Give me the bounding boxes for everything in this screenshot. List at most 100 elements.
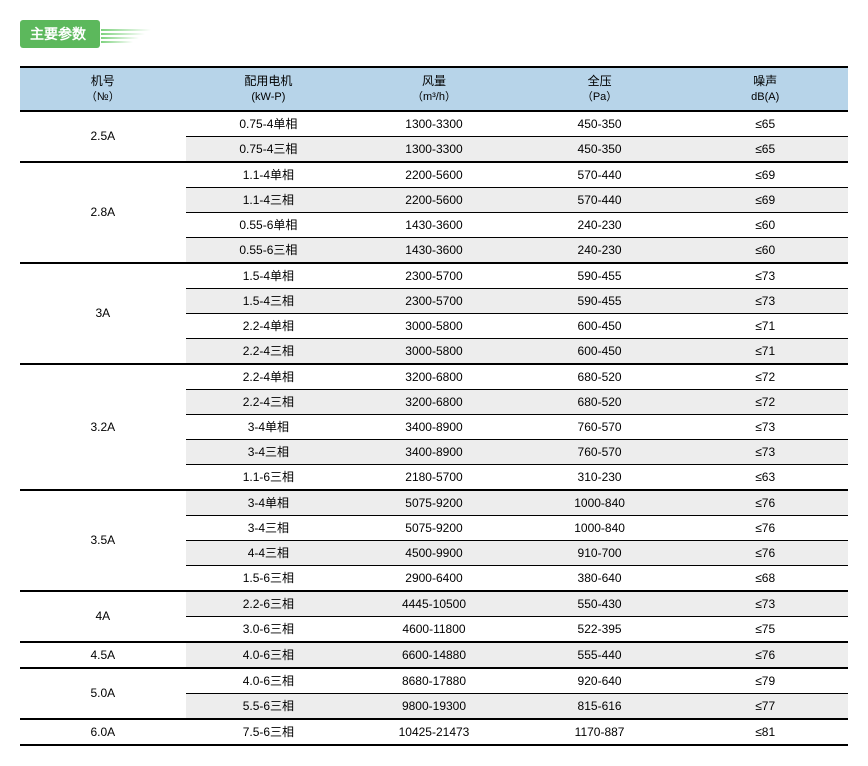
noise-cell: ≤75 (682, 616, 848, 642)
model-cell: 3.2A (20, 364, 186, 490)
model-cell: 4.5A (20, 642, 186, 668)
noise-cell: ≤73 (682, 591, 848, 617)
model-cell: 6.0A (20, 719, 186, 745)
col-header-2: 风量（m³/h） (351, 67, 517, 111)
table-row: 4.5A4.0-6三相6600-14880555-440≤76 (20, 642, 848, 668)
noise-cell: ≤69 (682, 162, 848, 188)
motor-cell: 7.5-6三相 (186, 719, 352, 745)
airflow-cell: 4500-9900 (351, 540, 517, 565)
col-header-4: 噪声dB(A) (682, 67, 848, 111)
airflow-cell: 3200-6800 (351, 364, 517, 390)
airflow-cell: 2300-5700 (351, 288, 517, 313)
table-row: 2.5A0.75-4单相1300-3300450-350≤65 (20, 111, 848, 137)
motor-cell: 3-4三相 (186, 515, 352, 540)
noise-cell: ≤73 (682, 263, 848, 289)
table-row: 3.5A3-4单相5075-92001000-840≤76 (20, 490, 848, 516)
pressure-cell: 680-520 (517, 364, 683, 390)
table-row: 5.0A4.0-6三相8680-17880920-640≤79 (20, 668, 848, 694)
model-cell: 2.8A (20, 162, 186, 263)
model-cell: 3.5A (20, 490, 186, 591)
noise-cell: ≤76 (682, 642, 848, 668)
airflow-cell: 3200-6800 (351, 389, 517, 414)
table-row: 4A2.2-6三相4445-10500550-430≤73 (20, 591, 848, 617)
airflow-cell: 5075-9200 (351, 515, 517, 540)
motor-cell: 3-4三相 (186, 439, 352, 464)
noise-cell: ≤60 (682, 212, 848, 237)
airflow-cell: 2300-5700 (351, 263, 517, 289)
motor-cell: 0.75-4三相 (186, 136, 352, 162)
pressure-cell: 570-440 (517, 162, 683, 188)
motor-cell: 2.2-4三相 (186, 338, 352, 364)
airflow-cell: 1300-3300 (351, 136, 517, 162)
noise-cell: ≤79 (682, 668, 848, 694)
pressure-cell: 590-455 (517, 263, 683, 289)
pressure-cell: 522-395 (517, 616, 683, 642)
pressure-cell: 380-640 (517, 565, 683, 591)
pressure-cell: 815-616 (517, 693, 683, 719)
spec-table: 机号（№）配用电机(kW-P)风量（m³/h）全压（Pa）噪声dB(A) 2.5… (20, 66, 848, 746)
pressure-cell: 1000-840 (517, 515, 683, 540)
col-header-3: 全压（Pa） (517, 67, 683, 111)
noise-cell: ≤65 (682, 111, 848, 137)
airflow-cell: 3000-5800 (351, 338, 517, 364)
airflow-cell: 4600-11800 (351, 616, 517, 642)
pressure-cell: 760-570 (517, 439, 683, 464)
motor-cell: 1.1-4三相 (186, 187, 352, 212)
noise-cell: ≤77 (682, 693, 848, 719)
motor-cell: 5.5-6三相 (186, 693, 352, 719)
airflow-cell: 1430-3600 (351, 237, 517, 263)
airflow-cell: 1430-3600 (351, 212, 517, 237)
noise-cell: ≤69 (682, 187, 848, 212)
col-header-1: 配用电机(kW-P) (186, 67, 352, 111)
airflow-cell: 6600-14880 (351, 642, 517, 668)
airflow-cell: 1300-3300 (351, 111, 517, 137)
motor-cell: 1.1-4单相 (186, 162, 352, 188)
noise-cell: ≤73 (682, 439, 848, 464)
pressure-cell: 590-455 (517, 288, 683, 313)
airflow-cell: 2900-6400 (351, 565, 517, 591)
table-row: 3.2A2.2-4单相3200-6800680-520≤72 (20, 364, 848, 390)
table-row: 2.8A1.1-4单相2200-5600570-440≤69 (20, 162, 848, 188)
airflow-cell: 8680-17880 (351, 668, 517, 694)
noise-cell: ≤76 (682, 540, 848, 565)
pressure-cell: 600-450 (517, 338, 683, 364)
pressure-cell: 240-230 (517, 237, 683, 263)
airflow-cell: 2200-5600 (351, 162, 517, 188)
pressure-cell: 600-450 (517, 313, 683, 338)
noise-cell: ≤73 (682, 414, 848, 439)
noise-cell: ≤71 (682, 338, 848, 364)
airflow-cell: 5075-9200 (351, 490, 517, 516)
motor-cell: 0.55-6三相 (186, 237, 352, 263)
motor-cell: 2.2-6三相 (186, 591, 352, 617)
airflow-cell: 4445-10500 (351, 591, 517, 617)
motor-cell: 3-4单相 (186, 490, 352, 516)
airflow-cell: 2200-5600 (351, 187, 517, 212)
pressure-cell: 1170-887 (517, 719, 683, 745)
title-badge: 主要参数 (20, 20, 100, 48)
motor-cell: 3-4单相 (186, 414, 352, 439)
noise-cell: ≤81 (682, 719, 848, 745)
airflow-cell: 2180-5700 (351, 464, 517, 490)
motor-cell: 2.2-4单相 (186, 364, 352, 390)
airflow-cell: 3400-8900 (351, 439, 517, 464)
noise-cell: ≤60 (682, 237, 848, 263)
noise-cell: ≤65 (682, 136, 848, 162)
pressure-cell: 310-230 (517, 464, 683, 490)
pressure-cell: 550-430 (517, 591, 683, 617)
noise-cell: ≤76 (682, 515, 848, 540)
pressure-cell: 555-440 (517, 642, 683, 668)
motor-cell: 4-4三相 (186, 540, 352, 565)
pressure-cell: 680-520 (517, 389, 683, 414)
pressure-cell: 1000-840 (517, 490, 683, 516)
motor-cell: 1.1-6三相 (186, 464, 352, 490)
motor-cell: 3.0-6三相 (186, 616, 352, 642)
noise-cell: ≤71 (682, 313, 848, 338)
motor-cell: 1.5-6三相 (186, 565, 352, 591)
noise-cell: ≤63 (682, 464, 848, 490)
noise-cell: ≤72 (682, 364, 848, 390)
table-row: 3A1.5-4单相2300-5700590-455≤73 (20, 263, 848, 289)
model-cell: 2.5A (20, 111, 186, 162)
model-cell: 3A (20, 263, 186, 364)
motor-cell: 0.55-6单相 (186, 212, 352, 237)
airflow-cell: 3400-8900 (351, 414, 517, 439)
